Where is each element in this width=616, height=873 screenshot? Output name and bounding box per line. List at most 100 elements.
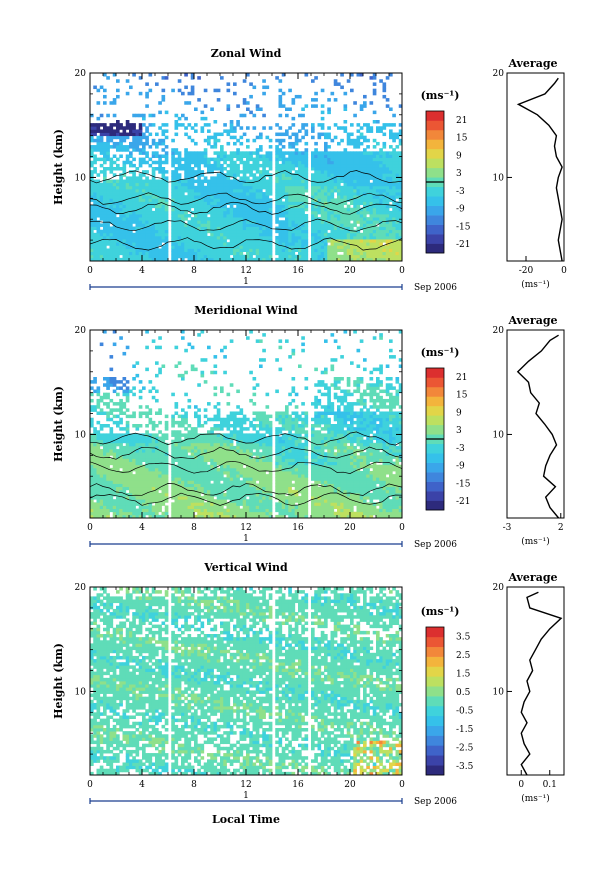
- heatmap-cell: [314, 232, 318, 237]
- heatmap-cell: [216, 254, 221, 259]
- heatmap-cell: [239, 207, 244, 212]
- heatmap-cell: [129, 464, 133, 469]
- heatmap-cell: [174, 442, 179, 447]
- heatmap-cell: [304, 214, 309, 218]
- heatmap-cell: [369, 188, 374, 193]
- heatmap-cell: [392, 167, 396, 171]
- heatmap-cell: [236, 154, 240, 158]
- heatmap-cell: [161, 452, 166, 456]
- heatmap-cell: [372, 195, 377, 199]
- heatmap-cell: [210, 210, 214, 215]
- heatmap-cell: [90, 439, 94, 444]
- heatmap-cell: [164, 217, 169, 221]
- heatmap-cell: [236, 188, 240, 193]
- heatmap-cell: [197, 489, 201, 494]
- heatmap-cell: [366, 145, 370, 149]
- heatmap-cell: [103, 170, 107, 174]
- heatmap-cell: [145, 492, 149, 497]
- heatmap-cell: [129, 477, 133, 481]
- heatmap-cell: [291, 157, 296, 162]
- heatmap-cell: [93, 188, 97, 193]
- heatmap-cell: [184, 436, 188, 441]
- heatmap-cell: [151, 439, 156, 444]
- heatmap-cell: [129, 204, 133, 209]
- heatmap-cell: [138, 248, 143, 252]
- heatmap-cell: [379, 223, 383, 227]
- heatmap-cell: [148, 113, 153, 118]
- heatmap-cell: [142, 486, 146, 491]
- heatmap-cell: [385, 214, 390, 218]
- heatmap-cell: [311, 126, 315, 130]
- heatmap-cell: [197, 499, 201, 503]
- heatmap-cell: [324, 195, 328, 199]
- heatmap-cell: [119, 148, 123, 152]
- heatmap-cell: [333, 251, 338, 256]
- heatmap-cell: [233, 239, 237, 243]
- heatmap-cell: [151, 492, 156, 497]
- heatmap-cell: [187, 492, 192, 497]
- heatmap-cell: [194, 210, 198, 215]
- heatmap-cell: [210, 489, 214, 494]
- heatmap-cell: [379, 248, 383, 252]
- heatmap-cell: [138, 499, 143, 503]
- heatmap-cell: [129, 201, 133, 205]
- heatmap-cell: [216, 182, 221, 187]
- heatmap-cell: [177, 232, 182, 237]
- heatmap-cell: [372, 214, 377, 218]
- average-x-tick-label: -20: [519, 266, 534, 276]
- heatmap-cell: [246, 217, 250, 221]
- heatmap-cell: [129, 123, 133, 127]
- heatmap-cell: [207, 141, 211, 146]
- heatmap-cell: [392, 182, 396, 187]
- heatmap-cell: [210, 185, 214, 190]
- heatmap-cell: [350, 192, 354, 196]
- heatmap-cell: [90, 436, 94, 441]
- heatmap-cell: [294, 160, 299, 165]
- heatmap-cell: [330, 157, 335, 162]
- heatmap-cell: [99, 514, 104, 518]
- heatmap-cell: [151, 420, 156, 425]
- heatmap-cell: [148, 198, 153, 202]
- heatmap-cell: [132, 242, 136, 246]
- heatmap-cell: [116, 505, 120, 509]
- heatmap-cell: [207, 179, 211, 184]
- heatmap-cell: [187, 235, 192, 240]
- heatmap-cell: [359, 160, 364, 165]
- heatmap-cell: [220, 167, 224, 171]
- heatmap-cell: [200, 220, 205, 224]
- heatmap-cell: [158, 207, 162, 212]
- heatmap-cell: [106, 210, 110, 215]
- heatmap-cell: [194, 477, 198, 481]
- heatmap-cell: [122, 449, 127, 453]
- heatmap-cell: [99, 207, 104, 212]
- heatmap-cell: [151, 210, 156, 215]
- heatmap-cell: [200, 214, 205, 218]
- heatmap-cell: [145, 424, 149, 428]
- heatmap-cell: [320, 229, 325, 234]
- heatmap-cell: [298, 251, 302, 256]
- heatmap-cell: [366, 223, 370, 227]
- heatmap-cell: [164, 160, 169, 165]
- heatmap-cell: [210, 439, 214, 444]
- heatmap-cell: [301, 207, 305, 212]
- heatmap-cell: [229, 220, 234, 224]
- heatmap-cell: [197, 455, 201, 459]
- heatmap-cell: [294, 132, 299, 137]
- heatmap-cell: [281, 251, 286, 256]
- heatmap-cell: [379, 210, 383, 215]
- heatmap-cell: [96, 145, 101, 149]
- heatmap-cell: [161, 167, 166, 171]
- heatmap-cell: [268, 192, 273, 196]
- heatmap-cell: [142, 185, 146, 190]
- heatmap-cell: [233, 154, 237, 158]
- heatmap-cell: [223, 226, 227, 231]
- heatmap-cell: [197, 176, 201, 180]
- heatmap-cell: [340, 210, 344, 215]
- colorbar-tick-label: 15: [456, 134, 468, 144]
- heatmap-cell: [125, 79, 130, 83]
- heatmap-cell: [346, 239, 351, 243]
- heatmap-cell: [109, 355, 114, 359]
- heatmap-cell: [210, 145, 214, 149]
- heatmap-cell: [252, 242, 257, 246]
- heatmap-cell: [350, 251, 354, 256]
